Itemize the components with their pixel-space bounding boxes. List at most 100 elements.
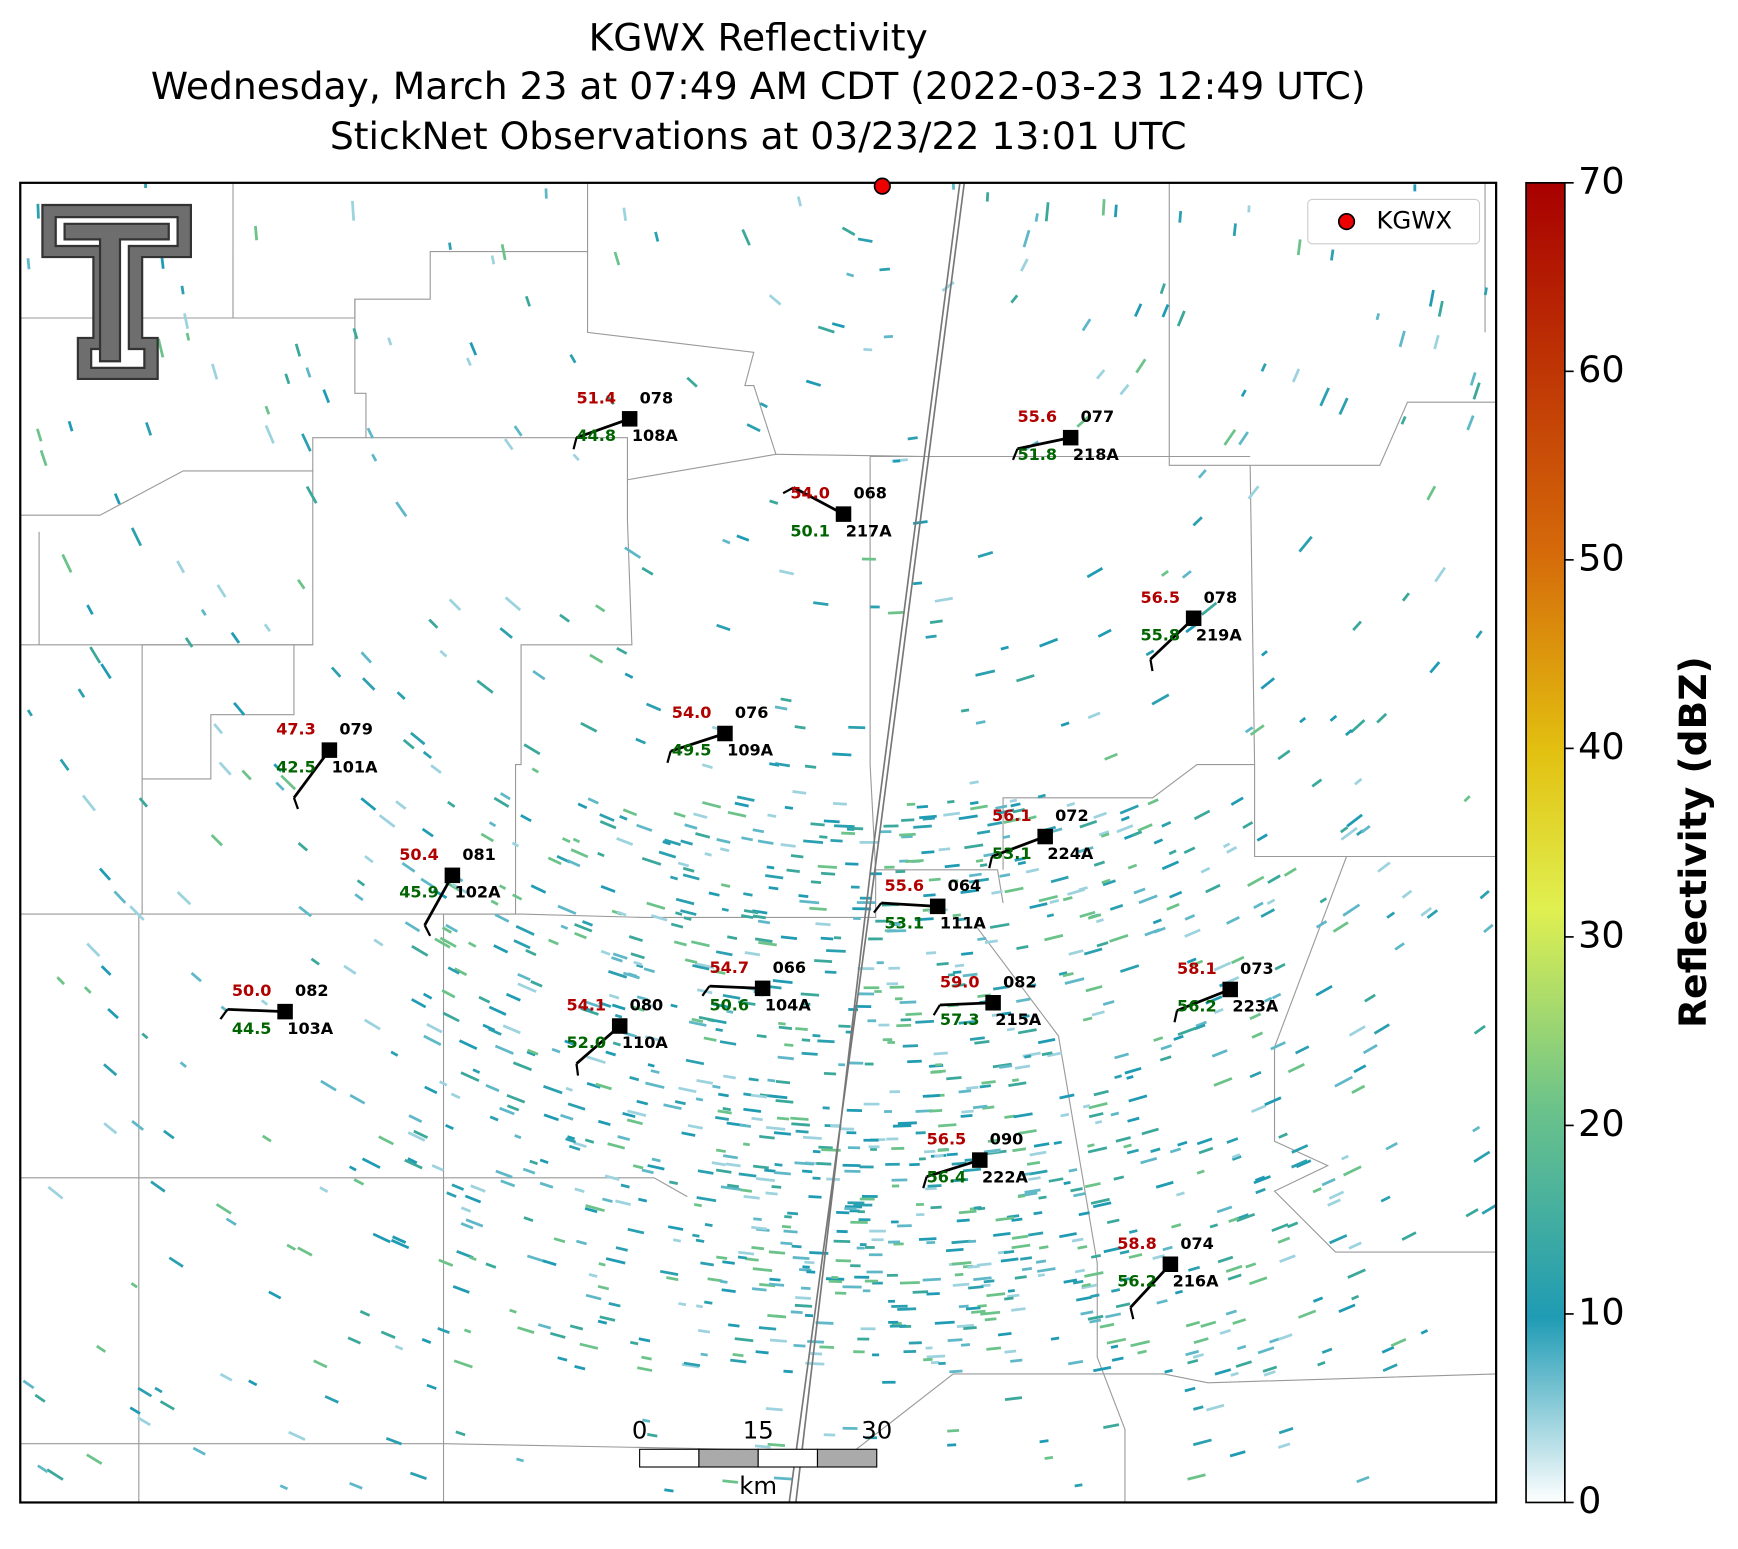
return [703, 1036, 717, 1042]
return [1020, 1256, 1033, 1261]
return [489, 1115, 499, 1122]
return [774, 762, 791, 768]
return [59, 758, 70, 771]
station-id: 102A [455, 883, 501, 902]
return [1047, 1051, 1063, 1058]
return [736, 534, 750, 542]
return [605, 394, 615, 406]
wind-barb [793, 486, 845, 516]
return [225, 1217, 237, 1226]
wind-barb-flag [572, 437, 578, 450]
return [349, 1481, 363, 1490]
return [748, 1077, 759, 1082]
return [1353, 1064, 1367, 1074]
return [366, 427, 375, 439]
return [98, 867, 112, 881]
return [185, 332, 191, 341]
return [784, 1043, 794, 1047]
return [746, 423, 761, 433]
return [452, 883, 468, 894]
return [1185, 1349, 1200, 1357]
return [1200, 866, 1211, 874]
return [1067, 1360, 1084, 1366]
return [725, 1162, 741, 1168]
return [1321, 1177, 1336, 1187]
return [1078, 886, 1088, 892]
return [130, 527, 143, 547]
return [1060, 1112, 1070, 1118]
return [675, 911, 683, 916]
return [503, 438, 514, 451]
return [359, 1310, 371, 1317]
return [529, 1159, 538, 1166]
return [103, 1122, 118, 1135]
return [515, 924, 535, 936]
return [958, 1020, 976, 1025]
return [974, 1040, 990, 1045]
return [1473, 1024, 1486, 1035]
return [820, 936, 834, 941]
return [1068, 1168, 1078, 1173]
return [1236, 1212, 1256, 1223]
return [569, 1324, 584, 1331]
return [681, 1362, 700, 1369]
return [786, 868, 800, 874]
temperature: 54.1 [567, 996, 607, 1015]
return [1039, 1439, 1049, 1444]
return [938, 1123, 957, 1128]
return [1196, 1169, 1205, 1175]
return [925, 634, 937, 639]
return [572, 453, 580, 462]
return [642, 1418, 651, 1423]
return [447, 800, 456, 808]
station-marker [929, 898, 946, 915]
return [697, 1328, 711, 1334]
return [470, 1184, 486, 1193]
return [490, 255, 496, 265]
station-marker [1062, 429, 1079, 446]
return [672, 1238, 682, 1243]
return [800, 1286, 811, 1291]
return [696, 1196, 717, 1203]
dewpoint: 44.8 [576, 426, 616, 445]
return [1264, 996, 1273, 1003]
return [774, 705, 788, 711]
return [984, 1317, 997, 1322]
return [824, 970, 837, 974]
colorbar-tick-label: 0 [1578, 1479, 1601, 1522]
return [704, 1223, 713, 1227]
return [958, 814, 978, 821]
return [1128, 1229, 1138, 1234]
return [1223, 428, 1237, 446]
return [1339, 826, 1349, 834]
return [715, 1148, 726, 1153]
return [841, 831, 856, 836]
return [509, 1308, 517, 1314]
return [1278, 1132, 1288, 1139]
return [647, 1432, 658, 1438]
return [1294, 1045, 1310, 1055]
return [1115, 1136, 1131, 1143]
return [784, 805, 794, 810]
return [324, 1395, 339, 1404]
return [1216, 1205, 1233, 1214]
return [548, 938, 559, 946]
return [301, 433, 312, 452]
return [982, 1105, 995, 1110]
return [465, 357, 472, 367]
return [759, 402, 768, 409]
return [574, 1365, 586, 1371]
return [825, 1277, 845, 1281]
wind-barb-flag [701, 985, 711, 997]
return [409, 1471, 427, 1481]
return [407, 1157, 418, 1165]
return [1250, 1104, 1267, 1114]
return [488, 1005, 507, 1016]
return [1044, 1455, 1054, 1460]
return [1343, 1165, 1362, 1177]
scale-label: 30 [861, 1416, 892, 1445]
colorbar-tick-label: 30 [1578, 913, 1625, 956]
return [944, 863, 960, 869]
return [736, 795, 755, 802]
return [758, 1326, 777, 1331]
